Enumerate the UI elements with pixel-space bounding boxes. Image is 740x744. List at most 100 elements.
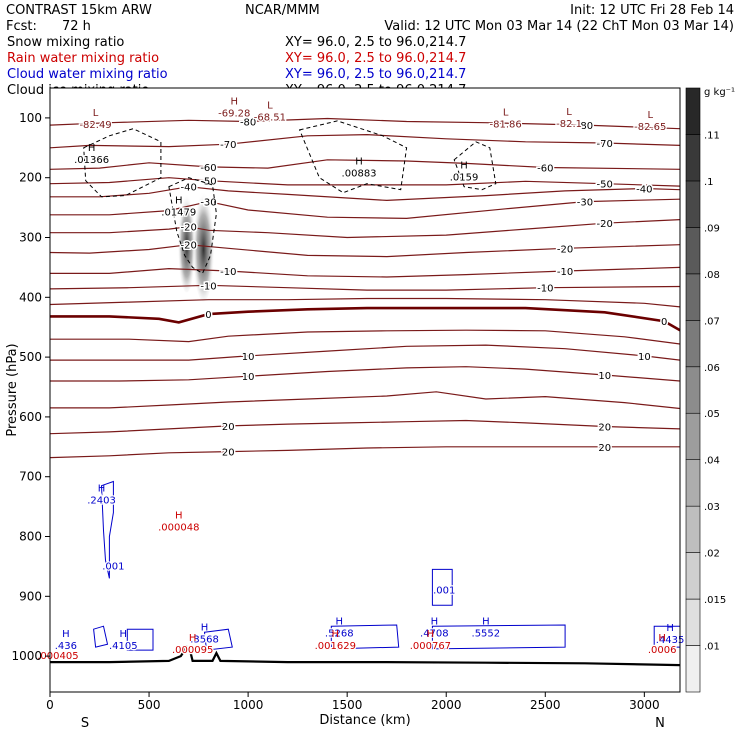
rain-maximum-marker: H [175,511,183,522]
isotherm-label: -20 [181,223,197,234]
snow-contour [168,177,217,275]
y-tick-label: 600 [19,410,42,424]
snow-contour [453,141,497,191]
y-tick-label: 100 [19,111,42,125]
center-name: NCAR/MMM [245,3,320,18]
cloud-water-maximum-marker: H [335,616,343,627]
rain-maximum-value: .0006 [648,645,677,656]
colorbar-swatch [685,505,701,553]
colorbar-tick-label: .01 [704,642,720,653]
direction-north: N [655,716,665,731]
cloud-water-maximum-value: .4435 [656,635,685,646]
isotherm-label: 10 [242,352,255,363]
colorbar-tick-label: .08 [704,270,720,281]
colorbar-tick-label: .11 [704,130,720,141]
plot-frame [49,87,681,693]
cloud-water-contour [100,480,114,579]
isotherm-line [50,219,681,239]
isotherm-line [49,159,681,170]
cloud-water-maximum-value: .001 [433,585,455,596]
cloud-water-maximum-marker: H [666,623,674,634]
isotherm-line [50,306,681,332]
snow-maximum-marker: H [175,195,183,206]
rain-maximum-marker: H [189,633,197,644]
colorbar-swatch [685,598,701,646]
forecast-hours: 72 h [62,19,91,34]
isotherm-label: -70 [220,140,236,151]
isotherm-line [49,297,681,308]
temperature-extremum-marker: L [647,110,653,121]
rain-maximum-value: .000767 [410,641,451,652]
field-section-coords: XY= 96.0, 2.5 to 96.0,214.7 [285,35,466,50]
y-axis-title: Pressure (hPa) [5,343,20,436]
colorbar-swatch [685,366,701,414]
cloud-water-maximum-value: .4105 [109,641,138,652]
cloud-water-maximum-marker: H [62,629,70,640]
isotherm-label: 10 [638,352,651,363]
y-tick-label: 400 [19,290,42,304]
cloud-water-maximum-marker: H [201,622,209,633]
isotherm-label: 10 [242,372,255,383]
isotherm-label: 0 [661,317,667,328]
cloud-water-maximum-marker: H [98,484,106,495]
cloud-water-maximum-marker: H [120,629,128,640]
colorbar-tick-label: .06 [704,363,720,374]
x-tick-label: 1500 [332,698,363,712]
colorbar-swatch [685,180,701,228]
colorbar-tick-label: .07 [704,316,720,327]
y-tick-label: 500 [19,350,42,364]
x-axis-title: Distance (km) [319,713,410,728]
valid-time: Valid: 12 UTC Mon 03 Mar 14 (22 ChT Mon … [384,19,734,34]
isotherm-line [49,244,681,258]
cloud-water-maximum-marker: H [482,616,490,627]
rain-maximum-value: .000048 [158,523,199,534]
field-name: Rain water mixing ratio [7,51,159,66]
isotherm-label: 20 [222,448,235,459]
colorbar-swatch [685,134,701,182]
rain-maximum-marker: H [332,629,340,640]
cloud-water-maximum-value: .3568 [190,634,219,645]
isotherm-line [50,366,681,382]
snow-shading-core [177,188,196,293]
colorbar-tick-label: .04 [704,456,720,467]
y-tick-label: 1000 [11,649,42,663]
isotherm-label: 0 [205,310,211,321]
isotherm-label: 20 [598,443,611,454]
colorbar-tick-label: .1 [704,177,714,188]
isotherm-label: -40 [636,184,652,195]
colorbar-tick-label: .09 [704,223,720,234]
colorbar-swatch [685,645,701,693]
colorbar-swatch [685,273,701,321]
snow-contour [83,128,162,198]
isotherm-line [49,446,680,459]
colorbar-tick-label: .03 [704,502,720,513]
snow-maximum-value: .01366 [74,155,109,166]
isotherm-line [50,198,681,220]
colorbar-swatch [685,412,701,460]
isotherm-label: -20 [597,219,613,230]
x-tick-label: 2000 [431,698,462,712]
x-tick-label: 0 [46,698,54,712]
field-section-coords: XY= 96.0, 2.5 to 96.0,214.7 [285,67,466,82]
isotherm-line [49,284,681,291]
isotherm-label: -60 [537,164,553,175]
isotherm-line [49,133,681,149]
y-tick-label: 300 [19,231,42,245]
rain-maximum-marker: H [658,633,666,644]
snow-shading-core [192,185,215,302]
init-time: Init: 12 UTC Fri 28 Feb 14 [570,3,734,18]
x-tick-label: 500 [138,698,161,712]
cloud-water-maximum-marker: H [431,616,439,627]
temperature-extremum-marker: L [503,107,509,118]
colorbar-swatch [685,320,701,368]
cloud-water-contour [431,568,453,606]
snow-maximum-value: .00883 [342,169,377,180]
isotherm-line [50,186,681,202]
isotherm-label: -10 [557,267,573,278]
rain-maximum-value: .000095 [172,645,213,656]
isotherm-label: -10 [537,284,553,295]
isotherm-line [50,344,681,361]
isotherm-line [50,266,681,278]
temperature-extremum-marker: L [566,107,572,118]
